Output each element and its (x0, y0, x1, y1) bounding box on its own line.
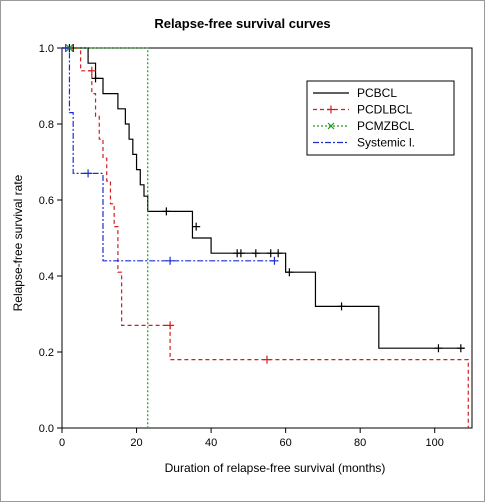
y-tick-label-0: 0.0 (39, 423, 54, 435)
x-tick-label-3: 60 (280, 437, 292, 449)
censor-mark-0-11 (337, 302, 346, 311)
censor-mark-0-4 (192, 222, 201, 231)
censor-mark-0-10 (285, 268, 294, 277)
censor-mark-0-13 (456, 344, 465, 353)
censor-mark-0-9 (274, 249, 283, 258)
y-tick-label-1: 0.2 (39, 347, 54, 359)
censor-mark-0-8 (266, 249, 275, 258)
chart-title: Relapse-free survival curves (154, 16, 331, 31)
censor-mark-0-2 (91, 74, 100, 83)
x-tick-label-2: 40 (205, 437, 217, 449)
legend-marker-1 (327, 105, 335, 114)
y-tick-label-2: 0.4 (39, 271, 54, 283)
censor-mark-1-2 (263, 355, 271, 364)
plot-area-border (61, 47, 473, 429)
x-tick-label-0: 0 (59, 437, 65, 449)
censor-mark-3-2 (166, 256, 175, 265)
legend-label-2: PCMZBCL (357, 119, 415, 133)
censor-mark-0-3 (162, 207, 171, 216)
censor-mark-0-7 (251, 249, 260, 258)
series-line-0 (62, 47, 465, 349)
x-tick-label-1: 20 (130, 437, 142, 449)
censor-mark-1-1 (166, 321, 175, 330)
legend-marker-2 (327, 122, 335, 130)
censor-mark-3-3 (270, 256, 279, 265)
censor-mark-0-12 (434, 344, 443, 353)
y-tick-label-5: 1.0 (39, 43, 54, 55)
series-line-2 (62, 47, 149, 428)
y-tick-label-3: 0.6 (39, 195, 54, 207)
x-tick-label-5: 100 (426, 437, 444, 449)
legend-label-1: PCDLBCL (357, 103, 413, 117)
x-tick-label-4: 80 (354, 437, 366, 449)
x-axis-label: Duration of relapse-free survival (month… (164, 461, 386, 475)
censor-mark-1-0 (87, 66, 96, 75)
y-tick-label-4: 0.8 (39, 119, 54, 131)
censor-mark-3-0 (61, 44, 70, 52)
legend-label-3: Systemic l. (357, 136, 415, 150)
series-line-1 (62, 47, 469, 428)
legend-label-0: PCBCL (357, 86, 397, 100)
series-line-3 (62, 47, 279, 262)
censor-mark-0-6 (236, 249, 245, 258)
censor-mark-3-1 (84, 169, 93, 178)
